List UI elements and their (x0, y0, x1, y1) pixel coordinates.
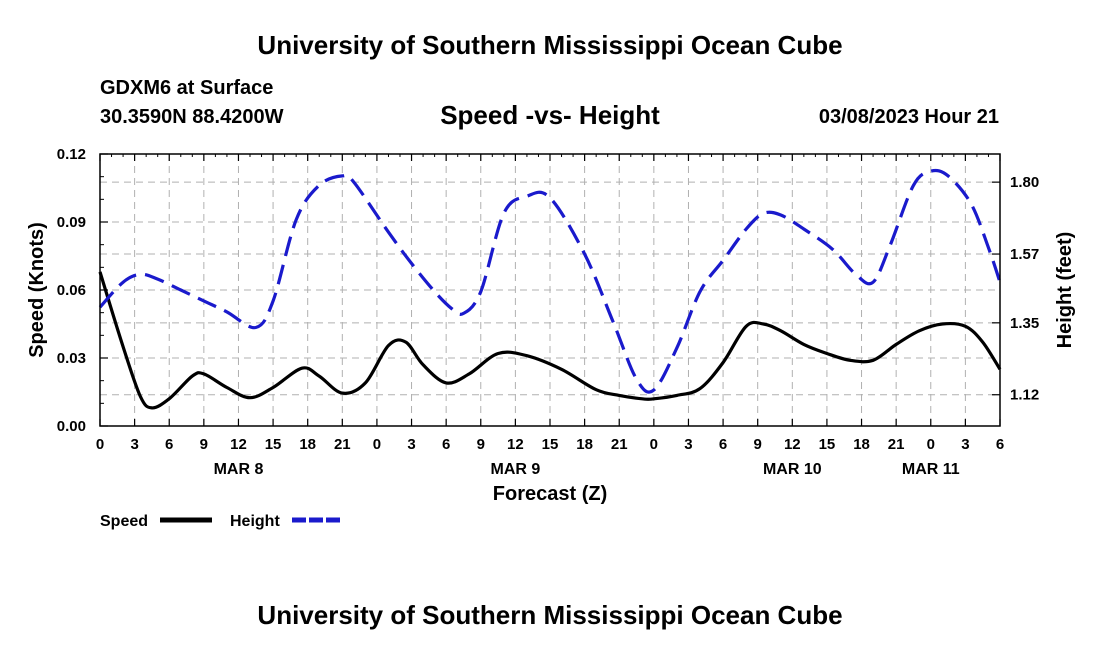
station-label: GDXM6 at Surface (100, 77, 274, 99)
grid (100, 154, 1000, 426)
x-tick-label: 3 (407, 436, 415, 453)
x-tick-label: 21 (888, 436, 905, 453)
x-tick-label: 9 (200, 436, 208, 453)
x-tick-label: 15 (542, 436, 559, 453)
x-tick-label: 12 (230, 436, 247, 453)
x-tick-label: 21 (611, 436, 628, 453)
x-tick-label: 12 (784, 436, 801, 453)
y2-tick-label: 1.35 (1010, 315, 1039, 332)
y-tick-label: 0.06 (57, 282, 86, 299)
x-tick-label: 21 (334, 436, 351, 453)
x-tick-label: 3 (130, 436, 138, 453)
x-tick-label: 6 (719, 436, 727, 453)
legend-label-speed: Speed (100, 513, 148, 530)
y-tick-label: 0.09 (57, 214, 86, 231)
y-tick-label: 0.03 (57, 350, 86, 367)
x-tick-label: 6 (996, 436, 1004, 453)
series-line-height (98, 168, 1002, 394)
x-date-label: MAR 9 (490, 461, 540, 478)
chart-title: University of Southern Mississippi Ocean… (257, 30, 843, 60)
x-tick-label: 3 (684, 436, 692, 453)
axes: 0 3 6 9 12 15 18 21 0 3 6 9 12 15 18 21 0 3 6 9 12 15 18 21 0 3 6 M… (57, 146, 1039, 478)
x-date-label: MAR 10 (763, 461, 822, 478)
x-tick-label: 18 (576, 436, 593, 453)
y2-tick-label: 1.12 (1010, 387, 1039, 404)
y-axis-title: Speed (Knots) (26, 222, 48, 358)
x-tick-label: 0 (373, 436, 381, 453)
coordinates-label: 30.3590N 88.4200W (100, 106, 284, 128)
x-tick-label: 0 (96, 436, 104, 453)
x-tick-label: 18 (299, 436, 316, 453)
y2-tick-label: 1.80 (1010, 174, 1039, 191)
y2-tick-label: 1.57 (1010, 246, 1039, 263)
series-line-speed (98, 271, 1002, 410)
x-tick-label: 9 (754, 436, 762, 453)
chart-subtitle: Speed -vs- Height (440, 100, 660, 130)
x-tick-label: 9 (477, 436, 485, 453)
x-tick-label: 15 (819, 436, 836, 453)
x-tick-label: 3 (961, 436, 969, 453)
series-layer (98, 168, 1002, 410)
x-date-label: MAR 11 (902, 461, 960, 478)
y-tick-label: 0.00 (57, 418, 86, 435)
x-tick-label: 12 (507, 436, 524, 453)
x-tick-label: 6 (442, 436, 450, 453)
legend: Speed Height (100, 513, 342, 530)
x-tick-label: 15 (265, 436, 282, 453)
footer-title: University of Southern Mississippi Ocean… (257, 600, 843, 630)
x-tick-label: 6 (165, 436, 173, 453)
x-axis-title: Forecast (Z) (493, 483, 607, 505)
y-tick-label: 0.12 (57, 146, 86, 163)
x-date-label: MAR 8 (214, 461, 264, 478)
x-tick-label: 18 (853, 436, 870, 453)
x-tick-label: 0 (650, 436, 658, 453)
y2-axis-title: Height (feet) (1054, 232, 1076, 349)
x-tick-label: 0 (927, 436, 935, 453)
forecast-datetime: 03/08/2023 Hour 21 (818, 106, 999, 128)
legend-label-height: Height (230, 513, 280, 530)
